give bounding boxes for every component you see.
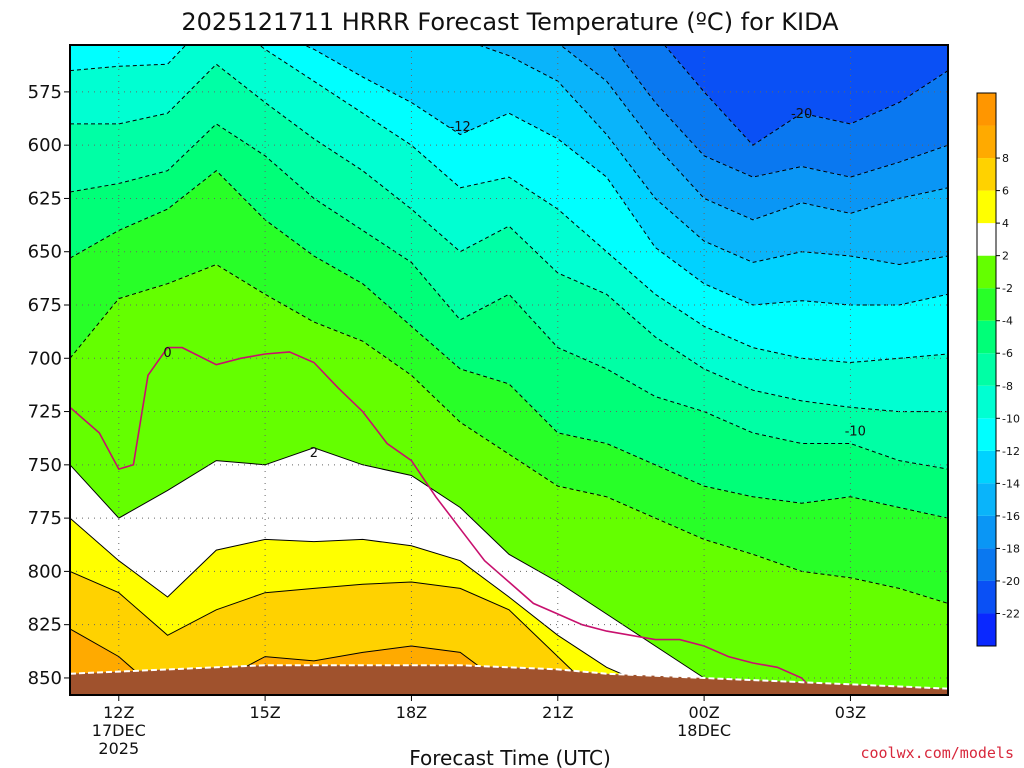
temperature-band	[664, 45, 948, 146]
temperature-band	[70, 571, 598, 695]
colorbar-label: 6	[1002, 185, 1009, 198]
colorbar-label: -18	[1002, 542, 1020, 555]
colorbar-cell	[977, 255, 996, 289]
y-tick-label: 775	[28, 508, 62, 529]
colorbar-cell	[977, 125, 996, 159]
y-tick-label: 650	[28, 242, 62, 263]
temperature-band	[70, 45, 948, 363]
y-tick-label: 575	[28, 82, 62, 103]
x-tick-label: 2025	[98, 739, 139, 758]
colorbar-label: 2	[1002, 250, 1009, 263]
plot-area: -20 -12 -10 0 2	[70, 45, 948, 695]
colorbar-cell	[977, 223, 996, 256]
colorbar-label: -22	[1002, 607, 1020, 620]
y-tick-label: 825	[28, 615, 62, 636]
y-tick-label: 700	[28, 348, 62, 369]
colorbar-cell	[977, 548, 996, 581]
isotherm-line	[476, 45, 948, 266]
colorbar-label: -16	[1002, 510, 1020, 523]
isotherm-line	[70, 570, 599, 695]
temperature-band	[478, 45, 948, 265]
temperature-band	[560, 45, 948, 220]
isotherm-line	[70, 517, 678, 695]
temperature-band	[304, 45, 948, 305]
colorbar-cell	[977, 158, 996, 191]
x-tick-label: 17DEC	[92, 721, 146, 740]
colorbar-cell	[977, 515, 996, 549]
y-tick-label: 725	[28, 402, 62, 423]
ground-edge	[70, 664, 948, 690]
temperature-band	[70, 264, 948, 695]
chart-title: 2025121711 HRRR Forecast Temperature (ºC…	[181, 8, 839, 36]
contour-label: 0	[163, 346, 171, 361]
temperature-band	[70, 45, 948, 412]
y-tick-label: 600	[28, 135, 62, 156]
colorbar-frame	[976, 92, 997, 647]
y-axis: 575 600 625 650 675 700 725 750 775 800 825 850	[28, 82, 70, 689]
colorbar-cell	[977, 320, 996, 354]
colorbar-label: -8	[1002, 380, 1013, 393]
isotherm-line	[70, 447, 738, 695]
colorbar-cell	[977, 418, 996, 451]
x-tick-label: 12Z	[103, 703, 134, 722]
colorbar-cell	[977, 450, 996, 484]
x-tick-label: 15Z	[249, 703, 280, 722]
isotherm-line	[663, 45, 948, 146]
contour-label: 2	[310, 446, 318, 461]
y-tick-label: 625	[28, 188, 62, 209]
colorbar-cell	[977, 353, 996, 386]
x-tick-label: 21Z	[542, 703, 573, 722]
colorbar-label: -20	[1002, 575, 1020, 588]
isotherm-line	[70, 45, 948, 364]
temperature-band	[70, 518, 677, 695]
colorbar-cell	[977, 288, 996, 321]
freezing-line	[70, 346, 817, 695]
isotherm-line	[70, 170, 948, 519]
y-tick-label: 750	[28, 455, 62, 476]
colorbar-label: -10	[1002, 412, 1020, 425]
temperature-band	[611, 45, 948, 178]
colorbar-cell	[977, 93, 996, 126]
colorbar-label: -2	[1002, 282, 1013, 295]
temperature-band	[70, 447, 737, 695]
colorbar-label: 8	[1002, 152, 1009, 165]
plot-frame	[69, 44, 949, 696]
isotherm-line	[70, 63, 948, 413]
credit-text: coolwx.com/models	[860, 744, 1014, 762]
colorbar-cell	[977, 385, 996, 419]
contour-label: -10	[845, 425, 866, 440]
isotherm-line	[302, 45, 948, 306]
ground-layer	[70, 664, 948, 695]
contour-label: -12	[450, 120, 471, 135]
temperature-band	[70, 170, 948, 604]
colorbar-cell	[977, 580, 996, 614]
colorbar-label: 4	[1002, 217, 1009, 230]
x-tick-label: 18Z	[396, 703, 427, 722]
y-tick-label: 850	[28, 668, 62, 689]
y-tick-label: 800	[28, 561, 62, 582]
temperature-band	[70, 64, 948, 470]
x-tick-label: 03Z	[835, 703, 866, 722]
isotherm-lines	[70, 45, 948, 695]
colorbar-label: -4	[1002, 315, 1013, 328]
colorbar-label: -14	[1002, 477, 1020, 490]
colorbar-cell	[977, 483, 996, 516]
x-axis-label: Forecast Time (UTC)	[409, 746, 611, 768]
colorbar-cell	[977, 613, 996, 646]
colorbar-label: -6	[1002, 347, 1013, 360]
temperature-band	[70, 123, 948, 519]
colorbar-cell	[977, 190, 996, 224]
colorbar-label: -12	[1002, 445, 1020, 458]
contour-labels: -20 -12 -10 0 2	[163, 107, 866, 461]
x-tick-label: 00Z	[688, 703, 719, 722]
y-tick-label: 675	[28, 295, 62, 316]
ground-fill	[70, 665, 948, 695]
contour-label: -20	[791, 107, 812, 122]
x-tick-label: 18DEC	[677, 721, 731, 740]
isotherm-line	[70, 263, 948, 604]
